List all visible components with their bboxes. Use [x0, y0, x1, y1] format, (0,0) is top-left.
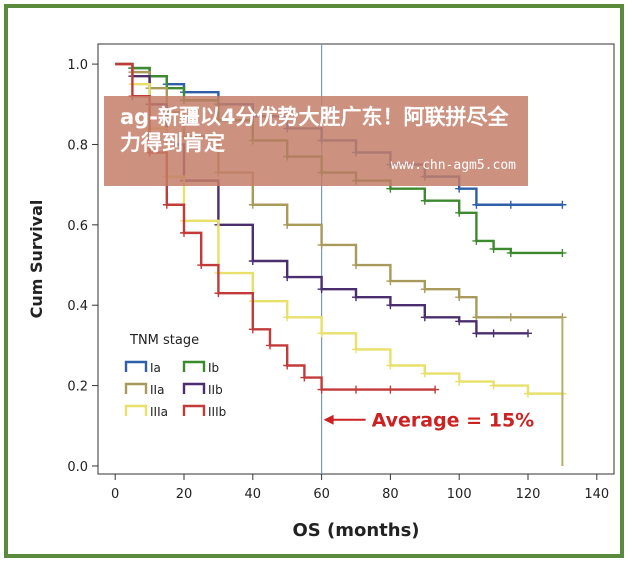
censor-mark: [386, 301, 395, 310]
censor-mark: [489, 244, 498, 253]
censor-mark: [558, 248, 567, 257]
censor-mark: [283, 361, 292, 370]
x-tick-label: 120: [516, 487, 541, 502]
censor-mark: [300, 373, 309, 382]
legend-label: Ia: [150, 361, 161, 375]
legend-swatch: [182, 404, 206, 416]
censor-mark: [455, 293, 464, 302]
legend-item-Ib: Ib: [182, 360, 219, 375]
censor-mark: [489, 329, 498, 338]
y-tick-label: 0.2: [67, 380, 88, 395]
censor-mark: [386, 361, 395, 370]
x-axis-label: OS (months): [292, 520, 419, 541]
censor-mark: [180, 228, 188, 237]
legend-item-IIIb: IIIb: [182, 404, 226, 419]
legend-item-Ia: Ia: [124, 360, 161, 375]
censor-mark: [352, 385, 360, 394]
censor-mark: [266, 341, 274, 350]
x-tick-label: 60: [313, 487, 330, 502]
x-tick-label: 20: [176, 487, 193, 502]
y-tick-label: 0.4: [67, 299, 88, 314]
censor-mark: [472, 236, 481, 245]
censor-mark: [352, 345, 360, 354]
figure-frame: 0 20 40 60 80 100 120 140 0.0 0.2 0.4 0.6 0.8 1.0 Cum…: [4, 4, 624, 558]
censor-mark: [420, 196, 429, 205]
legend-title: TNM stage: [129, 333, 199, 348]
censor-mark: [248, 200, 257, 209]
censor-mark: [455, 208, 464, 217]
y-tick-label: 1.0: [67, 58, 88, 73]
censor-mark: [352, 261, 360, 270]
censor-mark: [455, 184, 464, 193]
censor-mark: [248, 257, 257, 266]
x-tick-label: 140: [584, 487, 609, 502]
censor-mark: [506, 200, 515, 209]
censor-mark: [420, 369, 429, 378]
legend-item-IIb: IIb: [182, 382, 223, 397]
legend-label: IIIb: [208, 405, 226, 419]
censor-mark: [558, 200, 567, 209]
censor-mark: [472, 200, 481, 209]
legend-swatch: [124, 404, 148, 416]
survival-chart: 0 20 40 60 80 100 120 140 0.0 0.2 0.4 0.6 0.8 1.0 Cum…: [27, 43, 615, 541]
legend-swatch: [182, 382, 206, 394]
legend-item-IIa: IIa: [124, 382, 164, 397]
censor-mark: [317, 385, 326, 394]
censor-mark: [472, 329, 481, 338]
legend-label: IIb: [208, 383, 223, 397]
y-axis-label: Cum Survival: [27, 200, 46, 319]
censor-mark: [489, 381, 498, 390]
censor-mark: [283, 220, 292, 229]
censor-mark: [352, 293, 360, 302]
censor-mark: [506, 313, 515, 322]
censor-mark: [386, 184, 395, 193]
censor-mark: [283, 313, 292, 322]
x-tick-label: 0: [111, 487, 119, 502]
censor-mark: [524, 329, 532, 338]
censor-mark: [524, 389, 532, 398]
censor-mark: [248, 325, 257, 334]
censor-mark: [317, 285, 326, 294]
legend-swatch: [124, 360, 148, 372]
censor-mark: [386, 277, 395, 286]
overlay-headline: ag-新疆以4分优势大胜广东！阿联拼尽全力得到肯定: [120, 105, 509, 155]
censor-mark: [455, 317, 464, 326]
censor-mark: [162, 200, 171, 209]
x-tick-label: 40: [245, 487, 262, 502]
censor-mark: [283, 273, 292, 282]
annotation-text: Average = 15%: [372, 410, 535, 432]
x-tick-label: 80: [382, 487, 399, 502]
censor-mark: [420, 313, 429, 322]
legend-swatch: [124, 382, 148, 394]
y-tick-label: 0.0: [67, 460, 88, 475]
censor-mark: [317, 329, 326, 338]
legend-label: IIIa: [150, 405, 168, 419]
legend-item-IIIa: IIIa: [124, 404, 168, 419]
censor-mark: [197, 261, 206, 270]
annotation-arrowhead: [323, 414, 334, 425]
legend-label: IIa: [150, 383, 164, 397]
overlay-site: www.chn-agm5.com: [390, 158, 516, 173]
legend-swatch: [182, 360, 206, 372]
watermark-overlay: ag-新疆以4分优势大胜广东！阿联拼尽全力得到肯定 www.chn-agm5.c…: [104, 96, 528, 186]
censor-mark: [455, 377, 464, 386]
censor-mark: [386, 385, 395, 394]
x-tick-label: 100: [447, 487, 472, 502]
censor-mark: [420, 285, 429, 294]
y-tick-label: 0.6: [67, 219, 88, 234]
censor-mark: [214, 289, 223, 298]
censor-mark: [431, 385, 440, 394]
legend-label: Ib: [208, 361, 219, 375]
censor-mark: [317, 240, 326, 249]
y-tick-label: 0.8: [67, 138, 88, 153]
censor-mark: [472, 313, 481, 322]
censor-mark: [506, 248, 515, 257]
